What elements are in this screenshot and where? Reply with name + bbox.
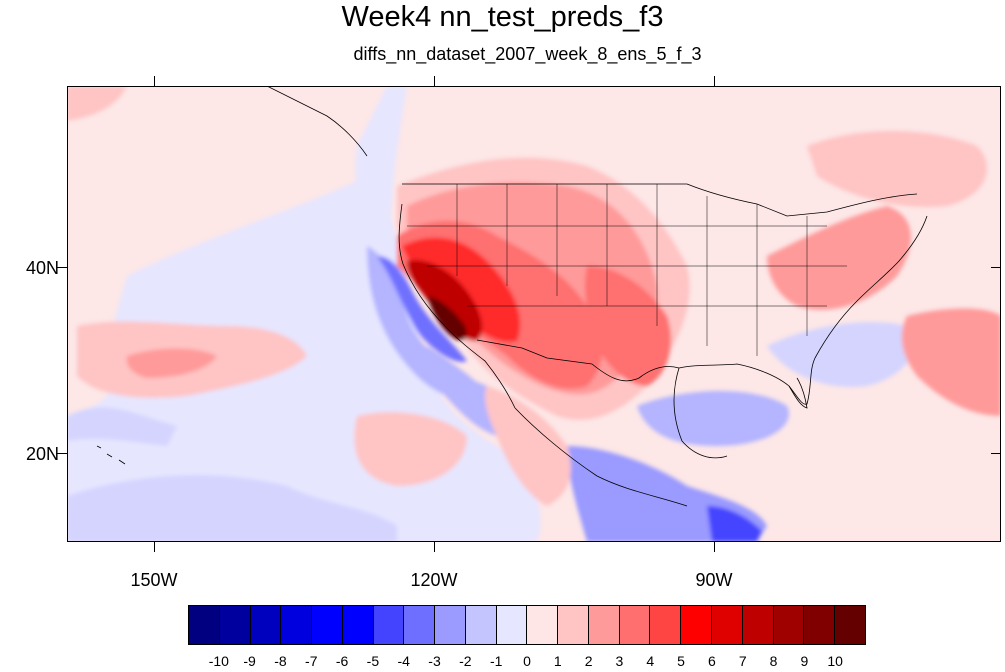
colorbar-tick-label: -1 [489,653,503,669]
alaska-panhandle-coast [266,86,368,157]
colorbar-bin [465,606,497,644]
colorbar-tick-label: 1 [553,653,562,669]
colorbar-bin [373,606,405,644]
state-lines-west [456,184,808,356]
field-negative-atlantic [767,322,915,387]
us-mexico-border [476,339,680,382]
colorbar-tick-label: 10 [827,653,843,669]
us-west-coastline [398,203,516,409]
field-negative-south-band [67,475,397,542]
colorbar-bin [742,606,774,644]
coastline-layer [96,86,928,507]
colorbar-tick-label: 7 [738,653,747,669]
colorbar-bin [619,606,651,644]
field-negative-north-coast [355,86,407,276]
colorbar-tick-label: 4 [646,653,655,669]
lon-tick-120w-top [434,76,435,86]
field-negative-baja [427,346,507,436]
canada-us-border [402,183,918,217]
lat-label-40n: 40N [26,258,60,278]
lon-tick-120w-bottom [434,542,435,552]
anomaly-map [67,86,1001,542]
lon-label-90w: 90W [695,570,733,590]
colorbar-bin [650,606,682,644]
colorbar-bin [404,606,436,644]
colorbar-bin [435,606,466,644]
colorbar-bin [835,606,865,644]
field-positive-california-core [427,296,467,341]
state-lines-horizontal [407,225,847,307]
colorbar-bin [588,606,620,644]
us-east-coastline [814,215,928,359]
field-negative-hawaii-band [67,407,177,446]
colorbar-bin [712,606,743,644]
lat-tick-40n-right [991,267,1001,268]
colorbar-tick-label: -10 [208,653,229,669]
lat-tick-20n-right [991,453,1001,454]
colorbar-bin [527,606,559,644]
lon-label-120w: 120W [410,570,458,590]
lon-tick-150w-top [154,76,155,86]
chart-title: Week4 nn_test_preds_f3 [341,1,664,33]
colorbar-tick-label: 3 [615,653,624,669]
hawaii-islands [96,445,126,465]
colorbar-tick-label: -7 [305,653,318,669]
map-panel [67,86,1001,542]
field-positive-alaska [67,86,127,121]
colorbar-bin [250,606,282,644]
field-positive-pacific-mid [126,348,217,378]
colorbar-tick-label: 8 [769,653,778,669]
colorbar-tick-label: 0 [523,653,531,669]
colorbar-bin [312,606,343,644]
field-positive-canada-east [807,131,987,207]
lon-tick-90w-bottom [714,542,715,552]
lon-tick-90w-top [714,76,715,86]
field-positive-texas [585,266,671,386]
mexico-west-coast [514,407,688,507]
lat-label-20n: 20N [26,444,60,464]
colorbar-bin [773,606,805,644]
colorbar-tick-label: -6 [335,653,349,669]
colorbar-bins [188,605,866,645]
colorbar-bin [496,606,528,644]
colorbar-tick-label: 9 [800,653,809,669]
florida-peninsula [788,377,808,409]
colorbar-bin [342,606,374,644]
colorbar-tick-label: -5 [366,653,380,669]
colorbar-bin [558,606,589,644]
chart-subtitle: diffs_nn_dataset_2007_week_8_ens_5_f_3 [353,44,702,64]
colorbar-tick-label: -8 [274,653,287,669]
colorbar-tick-label: -2 [459,653,472,669]
field-positive-mexico [485,386,571,506]
lon-label-150w: 150W [130,570,178,590]
lat-tick-20n-left [57,453,67,454]
field-negative-offshore-strong [377,256,467,362]
lon-tick-150w-bottom [154,542,155,552]
colorbar-bin [681,606,713,644]
mexico-gulf-coast [673,367,728,459]
colorbar [188,605,866,645]
lat-tick-40n-left [57,267,67,268]
colorbar-tick-label: -4 [397,653,410,669]
colorbar-tick-label: 6 [708,653,716,669]
field-positive-california-max [407,260,483,341]
colorbar-tick-label: 5 [677,653,685,669]
field-positive-pacific-south [354,412,467,486]
colorbar-tick-label: 2 [584,653,593,669]
field-negative-gulf [637,391,789,446]
colorbar-bin [219,606,251,644]
colorbar-bin [281,606,313,644]
colorbar-tick-label: -3 [428,653,441,669]
colorbar-bin [189,606,220,644]
field-positive-atlantic-east [901,308,1001,416]
colorbar-tick-label: -9 [243,653,256,669]
field-negative-central-america-strong [707,506,762,542]
colorbar-bin [804,606,836,644]
